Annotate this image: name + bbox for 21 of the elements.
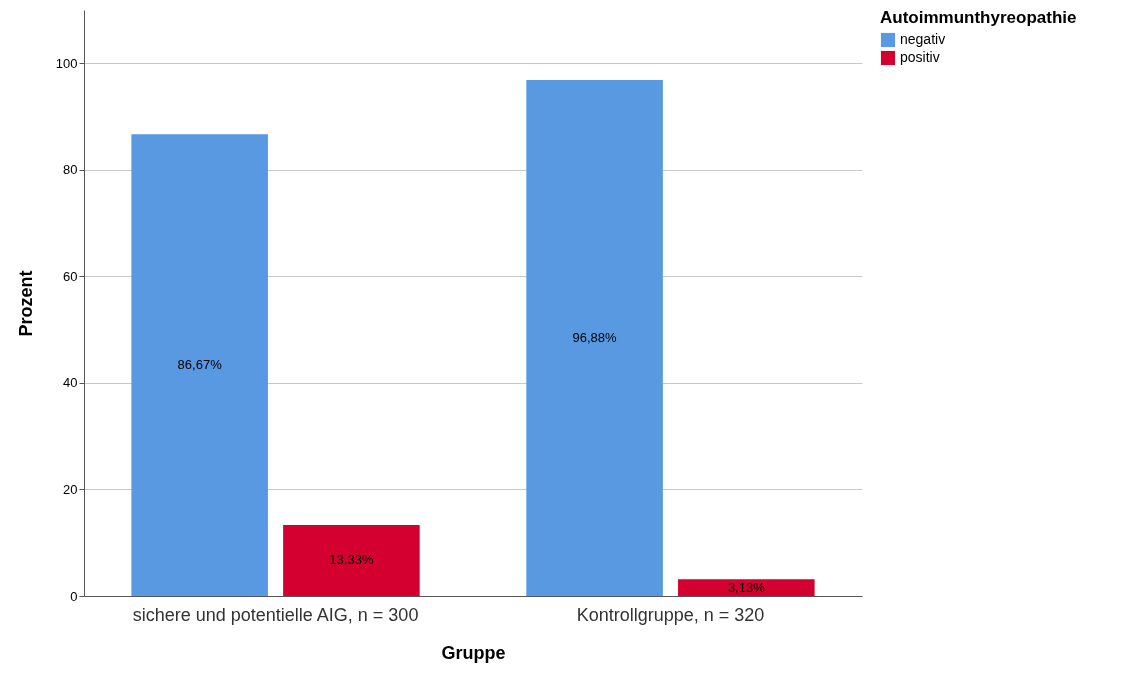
y-tick-label: 0 (70, 588, 78, 604)
x-tick-label: sichere und potentielle AIG, n = 300 (132, 604, 419, 625)
y-tick-label: 40 (63, 375, 78, 391)
y-tick-label: 80 (63, 162, 78, 178)
y-tick-label: 20 (63, 481, 78, 497)
data-label: 86,67% (177, 357, 223, 373)
bar (283, 524, 420, 596)
y-tick-label: 60 (63, 268, 78, 284)
data-label: 3,13% (727, 579, 766, 595)
bar (131, 134, 268, 596)
bar (678, 579, 815, 596)
x-tick-label: Kontrollgruppe, n = 320 (576, 604, 765, 625)
legend-label: positiv (900, 49, 940, 65)
legend-title: Autoimmunthyreopathie (880, 8, 1077, 27)
y-tick-label: 100 (55, 55, 78, 71)
data-label: 96,88% (572, 329, 618, 345)
x-axis-title: Gruppe (441, 642, 506, 663)
y-axis-title: Prozent (15, 270, 36, 337)
bar (526, 79, 663, 596)
legend-label: negativ (900, 31, 946, 47)
data-label: 13,33% (329, 552, 374, 568)
